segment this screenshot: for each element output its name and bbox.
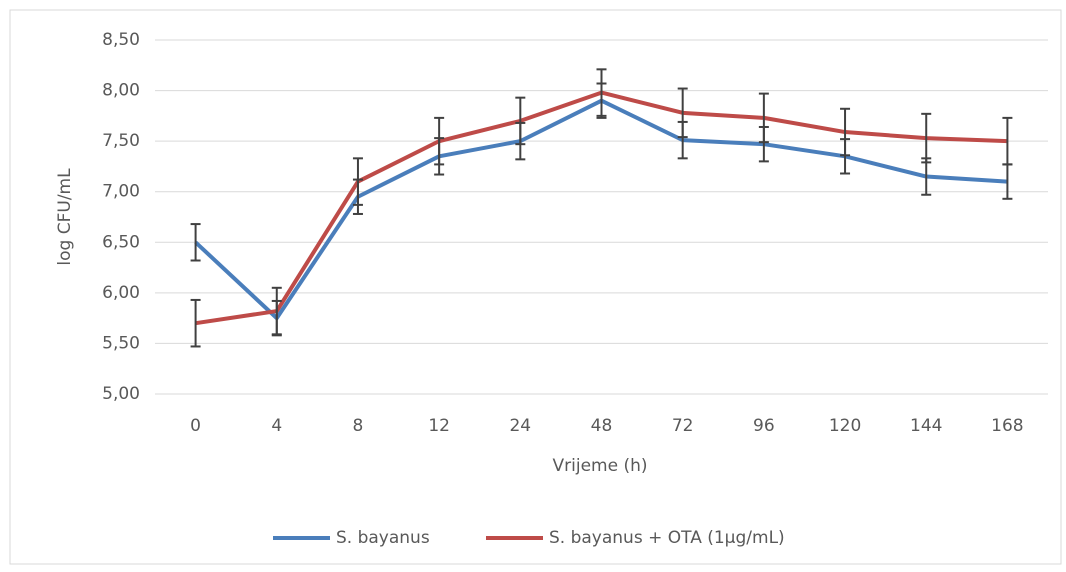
y-tick-label: 8,00 bbox=[102, 81, 140, 101]
error-bar bbox=[758, 92, 769, 144]
x-tick-label: 168 bbox=[991, 416, 1023, 436]
error-bar bbox=[1002, 116, 1013, 166]
error-bar bbox=[434, 116, 445, 166]
y-tick-label: 8,50 bbox=[102, 30, 140, 50]
y-tick-label: 5,50 bbox=[102, 333, 140, 353]
y-tick-label: 7,50 bbox=[102, 131, 140, 151]
legend-label: S. bayanus + OTA (1µg/mL) bbox=[549, 528, 785, 548]
error-bar bbox=[352, 157, 363, 206]
error-bar bbox=[190, 298, 201, 348]
x-tick-label: 0 bbox=[190, 416, 201, 436]
x-tick-label: 72 bbox=[672, 416, 694, 436]
legend-label: S. bayanus bbox=[336, 528, 430, 548]
y-tick-label: 5,00 bbox=[102, 384, 140, 404]
error-bar bbox=[921, 112, 932, 164]
x-tick-label: 96 bbox=[753, 416, 775, 436]
x-tick-label: 24 bbox=[509, 416, 531, 436]
y-tick-label: 6,00 bbox=[102, 283, 140, 303]
chart-frame bbox=[9, 9, 1062, 565]
x-tick-label: 48 bbox=[591, 416, 613, 436]
error-bar bbox=[190, 223, 201, 262]
y-axis-title: log CFU/mL bbox=[55, 168, 75, 266]
error-bar bbox=[677, 87, 688, 139]
x-tick-label: 4 bbox=[271, 416, 282, 436]
error-bar bbox=[271, 286, 282, 336]
error-bar bbox=[515, 96, 526, 146]
x-tick-label: 120 bbox=[829, 416, 861, 436]
x-tick-label: 12 bbox=[428, 416, 450, 436]
x-tick-label: 144 bbox=[910, 416, 942, 436]
y-tick-label: 6,50 bbox=[102, 232, 140, 252]
error-bar bbox=[596, 68, 607, 117]
y-tick-label: 7,00 bbox=[102, 182, 140, 202]
x-axis-title: Vrijeme (h) bbox=[553, 456, 648, 476]
error-bar bbox=[840, 107, 851, 157]
x-tick-label: 8 bbox=[353, 416, 364, 436]
